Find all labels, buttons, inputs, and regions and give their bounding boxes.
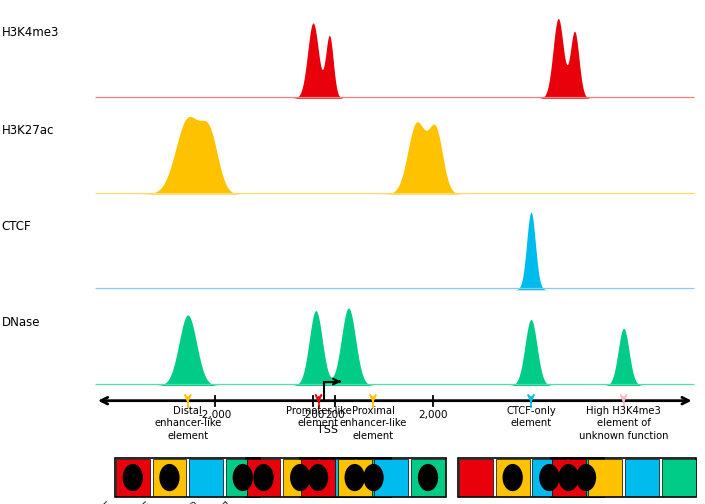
- Bar: [300, 458, 446, 497]
- Ellipse shape: [363, 464, 384, 491]
- Bar: [458, 458, 603, 497]
- Bar: [532, 459, 566, 496]
- Ellipse shape: [253, 464, 274, 491]
- Text: High H3K4me3
element of
unknown function: High H3K4me3 element of unknown function: [579, 406, 668, 440]
- Ellipse shape: [503, 464, 523, 491]
- Ellipse shape: [345, 464, 364, 491]
- Bar: [662, 459, 696, 496]
- Bar: [301, 459, 335, 496]
- Text: H3K27ac: H3K27ac: [137, 500, 169, 504]
- Bar: [496, 459, 529, 496]
- Bar: [226, 459, 259, 496]
- Bar: [320, 459, 354, 496]
- Bar: [189, 459, 223, 496]
- Ellipse shape: [418, 464, 438, 491]
- Text: -200: -200: [302, 410, 325, 420]
- Bar: [283, 459, 317, 496]
- Text: CTCF: CTCF: [1, 220, 31, 233]
- Ellipse shape: [576, 464, 596, 491]
- Ellipse shape: [290, 464, 310, 491]
- Text: CTCF: CTCF: [185, 500, 206, 504]
- Bar: [411, 459, 445, 496]
- Bar: [625, 459, 659, 496]
- Ellipse shape: [539, 464, 560, 491]
- Text: TSS: TSS: [317, 425, 338, 435]
- Bar: [589, 459, 623, 496]
- Bar: [551, 458, 697, 497]
- Bar: [116, 459, 149, 496]
- Ellipse shape: [308, 464, 328, 491]
- Bar: [115, 458, 260, 497]
- Text: 200: 200: [325, 410, 345, 420]
- Text: Promoter-like
element: Promoter-like element: [286, 406, 351, 428]
- Bar: [246, 458, 391, 497]
- Text: H3K27ac: H3K27ac: [1, 124, 54, 137]
- Text: H3K4me3: H3K4me3: [1, 27, 59, 39]
- Bar: [247, 459, 281, 496]
- Ellipse shape: [558, 464, 579, 491]
- Bar: [552, 459, 586, 496]
- Text: CTCF-only
element: CTCF-only element: [506, 406, 556, 428]
- Bar: [152, 459, 186, 496]
- Bar: [569, 459, 603, 496]
- Text: Proximal
enhancer-like
element: Proximal enhancer-like element: [339, 406, 407, 440]
- Bar: [357, 459, 391, 496]
- Text: H3K4me3: H3K4me3: [97, 500, 133, 504]
- Text: 2,000: 2,000: [418, 410, 448, 420]
- Text: DNase: DNase: [217, 500, 243, 504]
- Ellipse shape: [233, 464, 253, 491]
- Ellipse shape: [159, 464, 180, 491]
- Bar: [338, 459, 372, 496]
- Text: Distal
enhancer-like
element: Distal enhancer-like element: [154, 406, 221, 440]
- Bar: [459, 459, 493, 496]
- Ellipse shape: [123, 464, 143, 491]
- Text: -2,000: -2,000: [198, 410, 232, 420]
- Text: DNase: DNase: [1, 316, 40, 329]
- Bar: [374, 459, 408, 496]
